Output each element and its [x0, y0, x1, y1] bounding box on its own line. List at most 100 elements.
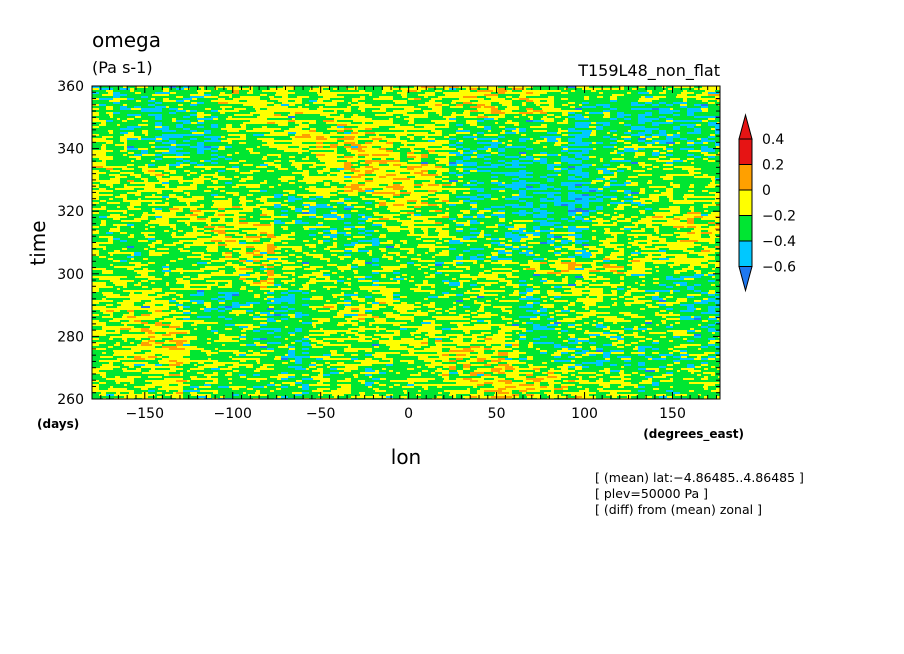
- field-cell: [309, 172, 318, 174]
- field-cell: [141, 142, 149, 144]
- field-cell: [190, 142, 198, 144]
- field-cell: [407, 244, 418, 246]
- field-cell: [694, 128, 702, 130]
- field-cell: [575, 186, 586, 188]
- field-cell: [519, 192, 526, 194]
- field-cell: [253, 148, 263, 150]
- field-cell: [393, 86, 404, 88]
- field-cell: [568, 204, 579, 206]
- field-cell: [526, 154, 533, 156]
- field-cell: [316, 238, 324, 240]
- field-cell: [190, 86, 199, 88]
- field-cell: [351, 228, 361, 230]
- field-cell: [645, 190, 654, 192]
- field-cell: [274, 170, 285, 172]
- field-cell: [365, 174, 376, 176]
- field-cell: [519, 174, 527, 176]
- field-cell: [372, 192, 380, 194]
- field-cell: [540, 162, 547, 164]
- field-cell: [582, 238, 592, 240]
- field-cell: [456, 218, 463, 220]
- field-cell: [316, 236, 323, 238]
- field-cell: [694, 152, 701, 154]
- field-cell: [99, 260, 110, 262]
- field-cell: [526, 160, 536, 162]
- field-cell: [624, 232, 633, 234]
- field-cell: [540, 150, 548, 152]
- field-cell: [589, 114, 599, 116]
- field-cell: [694, 140, 703, 142]
- field-cell: [148, 120, 155, 122]
- field-cell: [575, 102, 584, 104]
- field-cell: [680, 152, 688, 154]
- field-cell: [421, 122, 431, 124]
- field-cell: [428, 146, 435, 148]
- field-cell: [176, 254, 185, 256]
- field-cell: [603, 250, 610, 252]
- field-cell: [113, 168, 122, 170]
- field-cell: [449, 200, 459, 202]
- field-cell: [617, 156, 626, 158]
- field-cell: [428, 258, 435, 260]
- field-cell: [533, 170, 541, 172]
- field-cell: [589, 108, 600, 110]
- field-cell: [624, 250, 635, 252]
- field-cell: [701, 242, 709, 244]
- field-cell: [582, 92, 593, 94]
- field-cell: [477, 180, 485, 182]
- field-cell: [498, 134, 507, 136]
- field-cell: [582, 194, 589, 196]
- field-cell: [127, 246, 138, 248]
- field-cell: [302, 98, 313, 100]
- field-cell: [477, 252, 488, 254]
- field-cell: [435, 256, 446, 258]
- field-cell: [351, 242, 358, 244]
- field-cell: [400, 172, 410, 174]
- field-cell: [204, 214, 214, 216]
- field-cell: [225, 172, 232, 174]
- field-cell: [316, 224, 325, 226]
- field-cell: [596, 112, 603, 114]
- field-cell: [323, 234, 332, 236]
- field-cell: [512, 146, 522, 148]
- field-cell: [554, 230, 565, 232]
- field-cell: [120, 170, 127, 172]
- field-cell: [120, 246, 128, 248]
- field-cell: [596, 106, 603, 108]
- field-cell: [547, 132, 557, 134]
- field-cell: [547, 188, 558, 190]
- field-cell: [134, 172, 144, 174]
- field-cell: [414, 112, 424, 114]
- field-cell: [645, 108, 652, 110]
- field-cell: [575, 108, 584, 110]
- field-cell: [148, 162, 159, 164]
- field-cell: [295, 176, 304, 178]
- field-cell: [470, 212, 477, 214]
- field-cell: [463, 170, 470, 172]
- field-cell: [232, 254, 241, 256]
- field-cell: [470, 248, 477, 250]
- field-cell: [666, 170, 677, 172]
- field-cell: [687, 138, 697, 140]
- field-cell: [253, 174, 260, 176]
- field-cell: [295, 188, 305, 190]
- field-cell: [183, 136, 190, 138]
- field-cell: [169, 162, 176, 164]
- field-cell: [484, 196, 491, 198]
- field-cell: [218, 138, 227, 140]
- field-cell: [666, 130, 674, 132]
- field-cell: [526, 178, 536, 180]
- field-cell: [673, 162, 680, 164]
- field-cell: [330, 262, 338, 264]
- field-cell: [106, 122, 113, 124]
- field-cell: [673, 122, 682, 124]
- field-cell: [547, 174, 558, 176]
- field-cell: [463, 218, 473, 220]
- field-cell: [197, 142, 208, 144]
- field-cell: [582, 202, 590, 204]
- field-cell: [351, 96, 360, 98]
- field-cell: [533, 138, 544, 140]
- field-cell: [309, 258, 320, 260]
- field-cell: [624, 190, 631, 192]
